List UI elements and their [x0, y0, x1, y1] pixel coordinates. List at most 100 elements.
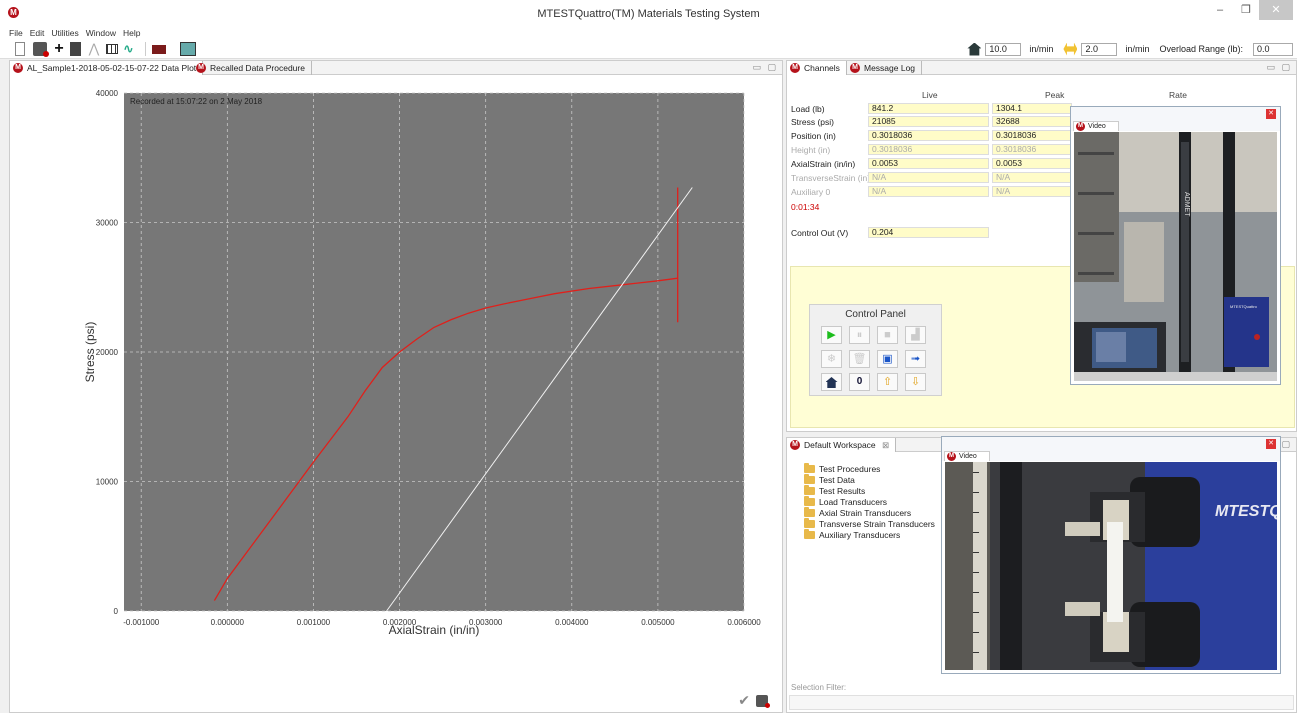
document-icon[interactable]	[70, 42, 81, 56]
home-icon[interactable]	[967, 42, 982, 56]
pause-button[interactable]: ⏸	[849, 326, 870, 344]
load-live-value: 841.2	[868, 103, 989, 114]
tab-data-plot[interactable]: M AL_Sample1-2018-05-02-15-07-22 Data Pl…	[10, 61, 204, 75]
restore-button[interactable]: ❐	[1241, 4, 1251, 16]
folder-icon	[804, 529, 815, 539]
cycle-button[interactable]: ❄	[821, 350, 842, 368]
control-panel: Control Panel ▶ ⏸ ■ ▟ ❄ 🗑 ▣ ➟ 0 ⇧ ⇩	[809, 304, 942, 396]
tab-label: AL_Sample1-2018-05-02-15-07-22 Data Plot	[27, 63, 197, 73]
stop-button[interactable]: ■	[877, 326, 898, 344]
menu-edit[interactable]: Edit	[29, 28, 45, 38]
series-line-0	[213, 277, 678, 601]
tree-item-test-results[interactable]: Test Results	[804, 485, 866, 496]
tab-app-icon: M	[13, 63, 23, 73]
tree-item-load-transducers[interactable]: Load Transducers	[804, 496, 888, 507]
x-tick-label: 0.004000	[555, 618, 589, 627]
tree-item-transverse-strain-transducers[interactable]: Transverse Strain Transducers	[804, 518, 935, 529]
video-tab[interactable]: M Video	[1073, 121, 1119, 131]
ramp-button[interactable]: ▟	[905, 326, 926, 344]
tab-label: Channels	[804, 63, 840, 73]
grid-lines	[124, 92, 745, 612]
folder-icon	[804, 496, 815, 506]
y-tick-label: 40000	[96, 89, 119, 98]
new-file-icon[interactable]	[15, 42, 25, 56]
grid-icon[interactable]	[106, 44, 118, 54]
export-button[interactable]: ▣	[877, 350, 898, 368]
title-bar: M MTESTQuattro(TM) Materials Testing Sys…	[0, 0, 1297, 27]
series-layer	[213, 187, 693, 612]
menu-window[interactable]: Window	[85, 28, 116, 38]
tab-app-icon: M	[947, 452, 956, 461]
x-tick-label: 0.002000	[383, 618, 417, 627]
specimen-camera-image: MTESTQ	[945, 462, 1277, 670]
video-window-2: M Video ✕ MTESTQ	[941, 436, 1281, 674]
channel-label-height: Height (in)	[791, 145, 831, 155]
control-out-label: Control Out (V)	[791, 228, 849, 238]
channel-label-stress: Stress (psi)	[791, 117, 834, 127]
add-icon[interactable]: +	[54, 40, 64, 57]
channel-label-auxiliary: Auxiliary 0	[791, 187, 831, 197]
menu-help[interactable]: Help	[123, 28, 141, 38]
folder-icon	[804, 474, 815, 484]
stress-strain-chart: -0.001000 0.000000 0.001000 0.002000 0.00300…	[83, 89, 761, 637]
home-button[interactable]	[821, 373, 842, 391]
selection-filter-label: Selection Filter:	[791, 683, 847, 692]
save-icon[interactable]	[33, 42, 49, 57]
tree-item-test-data[interactable]: Test Data	[804, 474, 855, 485]
panel-minmax-icon[interactable]: ▭ ▢	[1266, 62, 1292, 72]
control-out-value: 0.204	[868, 227, 989, 238]
chart-annotation: Recorded at 15:07:22 on 2 May 2018	[130, 97, 263, 106]
video-tab[interactable]: M Video	[944, 451, 990, 461]
tab-close-icon[interactable]: ⊠	[882, 440, 890, 450]
video-title-bar: M Video ✕	[942, 437, 1280, 461]
auxiliary-peak-value: N/A	[992, 186, 1072, 197]
panel-minmax-icon[interactable]: ▭ ▢	[752, 62, 778, 72]
minimize-button[interactable]: –	[1216, 4, 1224, 16]
close-button[interactable]: ✕	[1259, 0, 1293, 20]
calibration-icon[interactable]	[180, 42, 196, 56]
left-tabstrip: M AL_Sample1-2018-05-02-15-07-22 Data Pl…	[10, 61, 782, 75]
tree-item-label: Test Results	[819, 486, 866, 496]
plot-footer-icons: ✔	[738, 692, 770, 709]
tree-item-axial-strain-transducers[interactable]: Axial Strain Transducers	[804, 507, 911, 518]
rate2-input[interactable]: 2.0	[1081, 42, 1118, 56]
menu-utilities[interactable]: Utilities	[51, 28, 79, 38]
position-peak-value: 0.3018036	[992, 130, 1072, 141]
video-close-button[interactable]: ✕	[1266, 439, 1276, 449]
tree-item-auxiliary-transducers[interactable]: Auxiliary Transducers	[804, 529, 900, 540]
jog-down-button[interactable]: ⇩	[905, 373, 926, 391]
jog-up-button[interactable]: ⇧	[877, 373, 898, 391]
stress-peak-value: 32688	[992, 116, 1072, 127]
delete-button[interactable]: 🗑	[849, 350, 870, 368]
start-button[interactable]: ▶	[821, 326, 842, 344]
tab-default-workspace[interactable]: M Default Workspace ⊠	[787, 438, 897, 452]
menu-file[interactable]: File	[9, 28, 23, 38]
peak-icon[interactable]: ⋀	[88, 41, 100, 56]
control-panel-title: Control Panel	[845, 309, 906, 320]
x-tick-label: 0.005000	[641, 618, 675, 627]
jog-arrows-icon[interactable]	[1063, 42, 1078, 56]
tab-app-icon: M	[790, 440, 800, 450]
selection-filter-input[interactable]	[789, 695, 1294, 710]
waveform-icon[interactable]: ∿	[123, 41, 134, 56]
rate1-input[interactable]: 10.0	[985, 42, 1022, 56]
video-close-button[interactable]: ✕	[1266, 109, 1276, 119]
save-plot-icon[interactable]	[756, 694, 770, 708]
tab-recalled-data-procedure[interactable]: M Recalled Data Procedure	[193, 61, 312, 75]
record-icon[interactable]	[152, 45, 166, 54]
stress-live-value: 21085	[868, 116, 989, 127]
video-feed: MTESTQ	[945, 462, 1277, 670]
tab-message-log[interactable]: M Message Log	[847, 61, 923, 75]
height-live-value: 0.3018036	[868, 144, 989, 155]
tree-item-label: Load Transducers	[819, 497, 888, 507]
zero-button[interactable]: 0	[849, 373, 870, 391]
overload-input[interactable]: 0.0	[1253, 42, 1293, 56]
live-header: Live	[922, 90, 938, 100]
move-button[interactable]: ➟	[905, 350, 926, 368]
tab-channels[interactable]: M Channels	[787, 61, 847, 75]
rate2-unit: in/min	[1125, 44, 1150, 54]
auxiliary-live-value: N/A	[868, 186, 989, 197]
tree-item-test-procedures[interactable]: Test Procedures	[804, 463, 880, 474]
check-icon[interactable]: ✔	[738, 692, 750, 708]
tab-app-icon: M	[196, 63, 206, 73]
